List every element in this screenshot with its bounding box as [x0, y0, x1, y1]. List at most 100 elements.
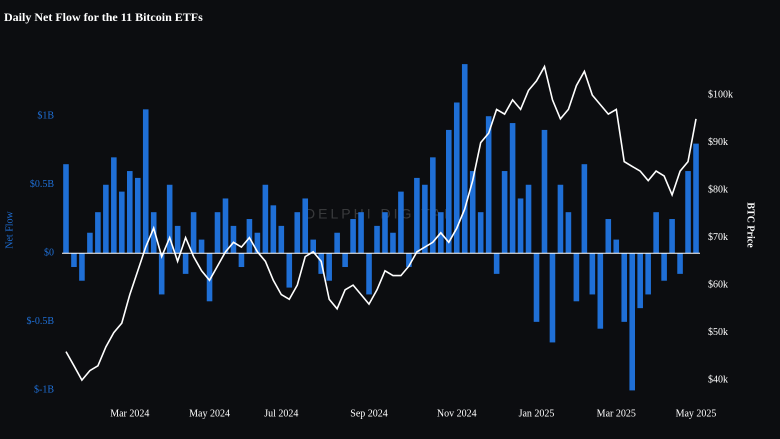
x-tick-label: Nov 2024 — [437, 408, 477, 419]
bar — [374, 225, 380, 254]
y-tick-label: $-0.5B — [27, 316, 55, 327]
bar — [557, 184, 564, 254]
bar — [605, 219, 612, 254]
bar — [541, 129, 548, 254]
bar — [334, 232, 340, 254]
bar — [573, 253, 580, 302]
bar — [693, 143, 699, 254]
x-tick-label: Mar 2024 — [110, 408, 149, 419]
bar — [174, 225, 181, 254]
y2-tick-label: $80k — [708, 184, 728, 195]
y2-tick-label: $50k — [708, 327, 728, 338]
bar — [589, 253, 596, 295]
price-line — [65, 64, 697, 382]
bar — [613, 239, 620, 254]
y2-tick-label: $60k — [708, 279, 728, 290]
x-tick-label: Mar 2025 — [597, 408, 636, 419]
y2-tick-label: $100k — [708, 89, 733, 100]
bar — [134, 177, 141, 254]
bar — [278, 225, 285, 254]
bar — [597, 253, 604, 329]
bar — [71, 253, 77, 268]
y-axis-label: Net Flow — [4, 210, 15, 248]
bar — [206, 253, 213, 302]
bar — [645, 253, 651, 295]
bar — [270, 205, 277, 254]
bar — [326, 253, 332, 281]
bar — [685, 171, 691, 254]
bar — [294, 212, 301, 254]
bar — [310, 239, 317, 254]
x-tick-label: Sep 2024 — [350, 408, 388, 419]
chart-title: Daily Net Flow for the 11 Bitcoin ETFs — [4, 10, 203, 24]
bar — [653, 212, 659, 254]
bar — [477, 212, 484, 254]
bar — [430, 157, 436, 254]
bar — [501, 171, 508, 254]
bar — [158, 253, 165, 295]
bar — [342, 253, 348, 268]
bar — [126, 171, 133, 254]
bar — [350, 219, 356, 254]
bar — [637, 253, 643, 309]
x-tick-label: Jul 2024 — [264, 408, 298, 419]
bar — [63, 164, 69, 254]
bar — [414, 177, 420, 254]
bar — [669, 219, 675, 254]
y2-axis-label: BTC Price — [745, 202, 756, 248]
bar — [230, 225, 237, 254]
bar — [525, 184, 532, 254]
bar — [581, 164, 588, 254]
y2-tick-label: $90k — [708, 137, 728, 148]
bar — [79, 253, 85, 281]
bar — [238, 253, 245, 268]
bar — [142, 109, 149, 254]
bar — [302, 198, 309, 254]
bar — [182, 253, 189, 274]
bar — [119, 191, 125, 254]
bar — [198, 239, 205, 254]
y2-tick-label: $70k — [708, 232, 728, 243]
bar — [111, 157, 117, 254]
bar — [661, 253, 667, 281]
bar — [533, 253, 540, 322]
bar — [398, 191, 404, 254]
bar — [286, 253, 293, 288]
bar — [222, 198, 229, 254]
x-tick-label: May 2025 — [676, 408, 717, 419]
x-tick-label: Jan 2025 — [519, 408, 555, 419]
bar — [621, 253, 628, 322]
bar — [453, 102, 460, 254]
bar — [390, 232, 396, 254]
bar — [422, 184, 428, 254]
bar — [509, 123, 516, 254]
bar — [166, 184, 173, 254]
bar — [214, 212, 221, 254]
bar — [150, 212, 157, 254]
bar — [629, 253, 636, 391]
bar — [382, 212, 388, 254]
y2-tick-label: $40k — [708, 374, 728, 385]
bar — [95, 212, 101, 254]
bar — [406, 253, 412, 268]
bar — [485, 116, 492, 254]
bar — [87, 232, 93, 254]
x-tick-label: May 2024 — [189, 408, 230, 419]
bar — [517, 198, 524, 254]
bar — [677, 253, 683, 274]
bar — [565, 212, 572, 254]
y-tick-label: $0.5B — [30, 179, 55, 190]
bar — [493, 253, 500, 274]
bar — [366, 253, 372, 295]
bar — [461, 64, 468, 254]
bar — [103, 184, 109, 254]
bar — [358, 212, 364, 254]
bar — [262, 184, 269, 254]
bar — [246, 219, 253, 254]
bar — [190, 212, 197, 254]
bar — [445, 129, 452, 254]
bar — [549, 253, 556, 343]
y-tick-label: $-1B — [34, 385, 54, 396]
